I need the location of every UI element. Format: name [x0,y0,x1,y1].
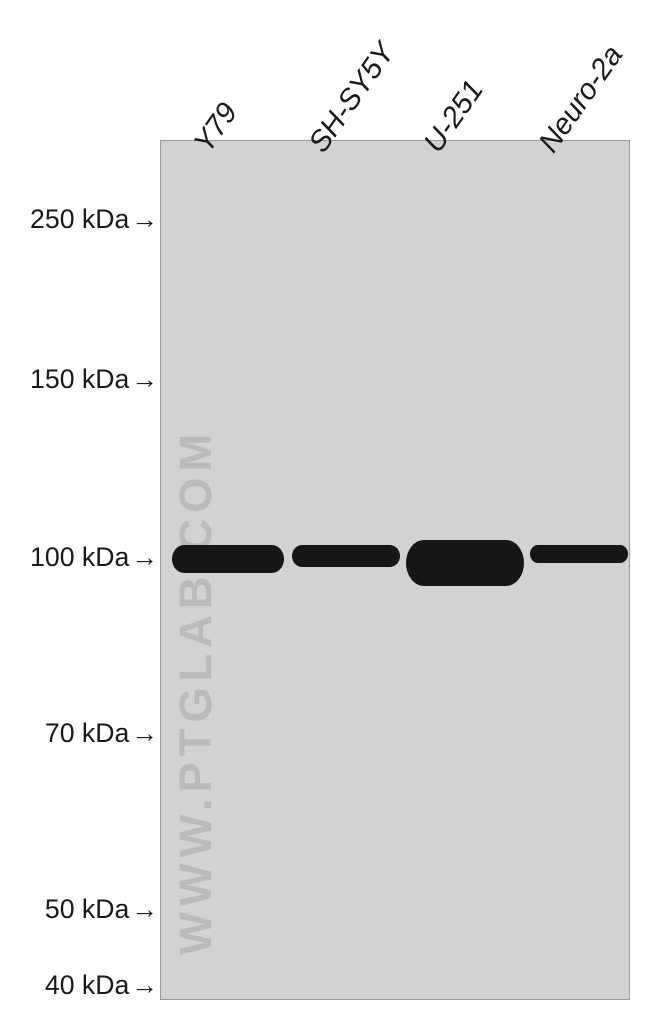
band-1 [292,545,400,567]
western-blot-figure: { "figure": { "type": "western-blot", "c… [0,0,650,1016]
band-0 [172,545,284,573]
bands-svg [0,0,650,1016]
band-2 [406,540,524,586]
band-3 [530,545,628,563]
